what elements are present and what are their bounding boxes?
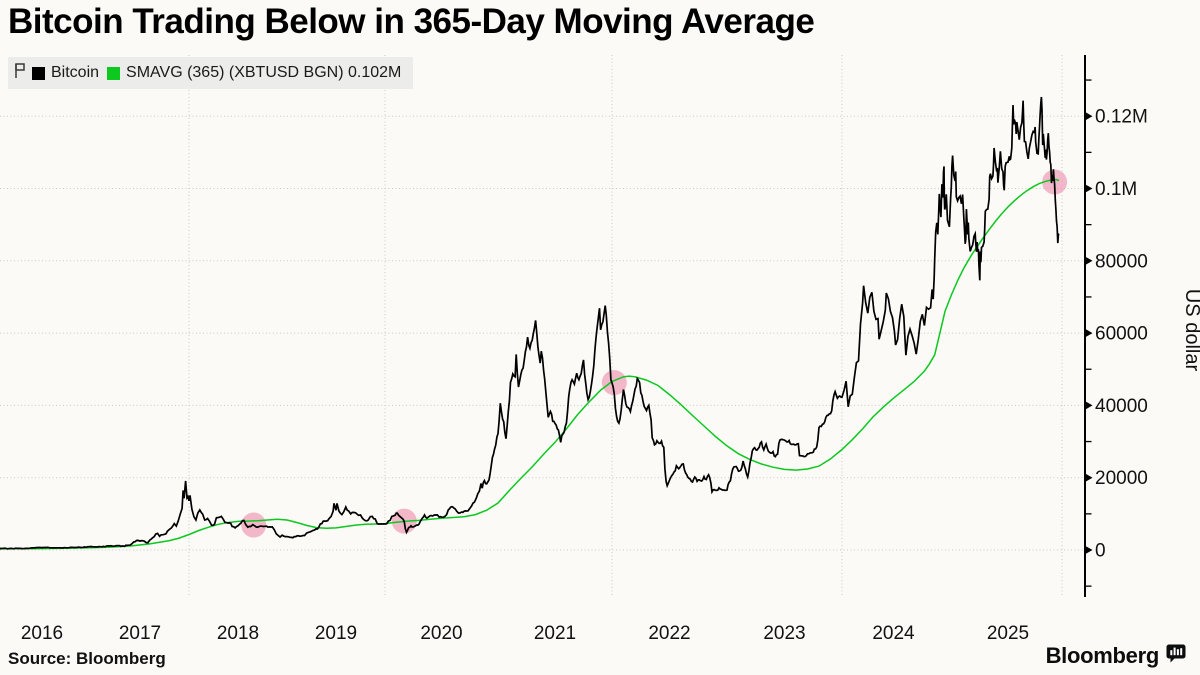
x-tick-label: 2020: [420, 623, 462, 644]
x-axis: 2016 2017 2018 2019 2020 2021 2022 2023 2024 2025: [21, 623, 1029, 644]
x-tick-label: 2023: [763, 623, 805, 644]
y-tick-label: 40000: [1095, 396, 1148, 417]
chart-legend: Bitcoin SMAVG (365) (XBTUSD BGN) 0.102M: [8, 57, 414, 89]
legend-item-bitcoin: Bitcoin: [32, 64, 99, 82]
x-tick-label: 2017: [119, 623, 161, 644]
x-tick-label: 2025: [987, 623, 1029, 644]
y-major-tick: [1085, 184, 1093, 193]
x-tick-label: 2018: [217, 623, 259, 644]
y-major-tick: [1085, 328, 1093, 338]
series-flag-icon: [14, 61, 26, 85]
x-tick-label: 2021: [534, 623, 576, 644]
sma-line: [0, 178, 1060, 550]
y-major-tick: [1085, 545, 1093, 555]
page-title: Bitcoin Trading Below in 365-Day Moving …: [8, 2, 815, 42]
x-tick-label: 2024: [872, 623, 915, 644]
y-tick-label: 0.1M: [1095, 179, 1137, 200]
y-tick-label: 60000: [1095, 324, 1148, 345]
x-tick-label: 2022: [648, 623, 690, 644]
y-tick-label: 0.12M: [1095, 107, 1148, 128]
crossover-marker: [601, 370, 627, 396]
y-major-tick: [1085, 401, 1093, 410]
legend-label-smavg: SMAVG (365) (XBTUSD BGN) 0.102M: [126, 64, 402, 81]
legend-label-bitcoin: Bitcoin: [51, 64, 100, 81]
x-tick-label: 2016: [21, 623, 63, 644]
smavg-swatch-icon: [107, 66, 121, 80]
bitcoin-swatch-icon: [32, 66, 45, 80]
y-tick-label: 80000: [1095, 251, 1148, 272]
chart-title: Bitcoin Trading Below in 365-Day Moving …: [8, 2, 815, 41]
bloomberg-bug-icon: [1166, 644, 1186, 668]
bitcoin-price-line: [0, 96, 1060, 550]
grid-lines: [0, 55, 1085, 597]
y-major-tick: [1085, 473, 1093, 482]
source-note: Source: Bloomberg: [8, 649, 166, 668]
y-major-tick: [1085, 256, 1093, 266]
y-tick-label: 20000: [1095, 468, 1148, 489]
y-major-tick: [1085, 111, 1093, 121]
legend-item-smavg: SMAVG (365) (XBTUSD BGN) 0.102M: [107, 64, 401, 82]
crossover-markers: [241, 169, 1068, 538]
y-tick-label: 0: [1095, 541, 1106, 562]
bloomberg-logo: Bloomberg: [1046, 643, 1186, 669]
y-axis-title: US dollar: [1181, 289, 1200, 372]
y-axis: 0 20000 40000 60000 80000 0.1M 0.12M US dollar: [1084, 55, 1200, 597]
bloomberg-wordmark: Bloomberg: [1045, 643, 1160, 668]
x-tick-label: 2019: [315, 623, 357, 644]
